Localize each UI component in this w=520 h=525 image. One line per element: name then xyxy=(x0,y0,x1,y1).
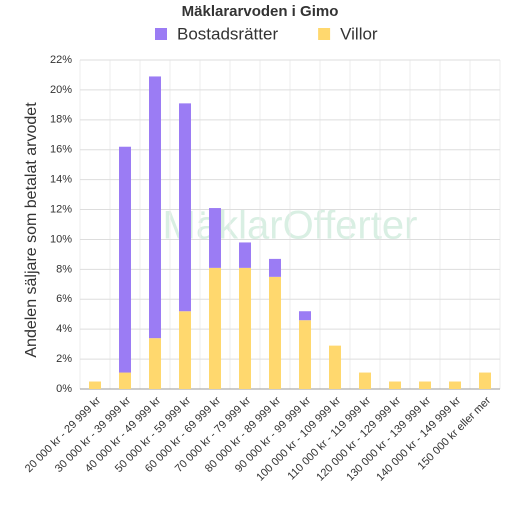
legend-swatch xyxy=(155,28,167,40)
bar-segment xyxy=(479,372,491,389)
legend-swatch xyxy=(318,28,331,40)
bar-segment xyxy=(239,267,251,389)
bar-segment xyxy=(359,372,371,389)
bar-segment xyxy=(89,381,101,389)
y-tick-label: 2% xyxy=(56,353,72,365)
bar-segment xyxy=(209,208,221,268)
y-tick-label: 18% xyxy=(50,114,72,126)
bar-segment xyxy=(329,345,341,389)
chart-title: Mäklararvoden i Gimo xyxy=(182,3,339,20)
legend-label: Bostadsrätter xyxy=(177,24,278,43)
bar-segment xyxy=(209,267,221,389)
bar-segment xyxy=(449,381,461,389)
y-tick-label: 12% xyxy=(50,203,72,215)
bar-segment xyxy=(269,276,281,389)
bar-segment xyxy=(179,103,191,312)
y-tick-label: 6% xyxy=(56,293,72,305)
y-axis-label: Andelen säljare som betalat arvodet xyxy=(23,102,40,358)
bar-segment xyxy=(119,372,131,389)
y-tick-label: 22% xyxy=(50,54,72,66)
bar-segment xyxy=(179,311,191,389)
y-tick-label: 0% xyxy=(56,383,72,395)
y-tick-label: 8% xyxy=(56,263,72,275)
y-tick-label: 16% xyxy=(50,144,72,156)
bar-segment xyxy=(299,311,311,321)
bar-segment xyxy=(299,320,311,389)
bar-segment xyxy=(119,146,131,373)
bar-segment xyxy=(389,381,401,389)
y-tick-label: 4% xyxy=(56,323,72,335)
bar-segment xyxy=(419,381,431,389)
y-tick-label: 10% xyxy=(50,233,72,245)
legend-label: Villor xyxy=(340,24,378,43)
bar-segment xyxy=(149,338,161,389)
y-tick-label: 20% xyxy=(50,84,72,96)
bar-segment xyxy=(269,258,281,277)
bar-segment xyxy=(149,76,161,339)
y-tick-label: 14% xyxy=(50,174,72,186)
bar-segment xyxy=(239,242,251,268)
